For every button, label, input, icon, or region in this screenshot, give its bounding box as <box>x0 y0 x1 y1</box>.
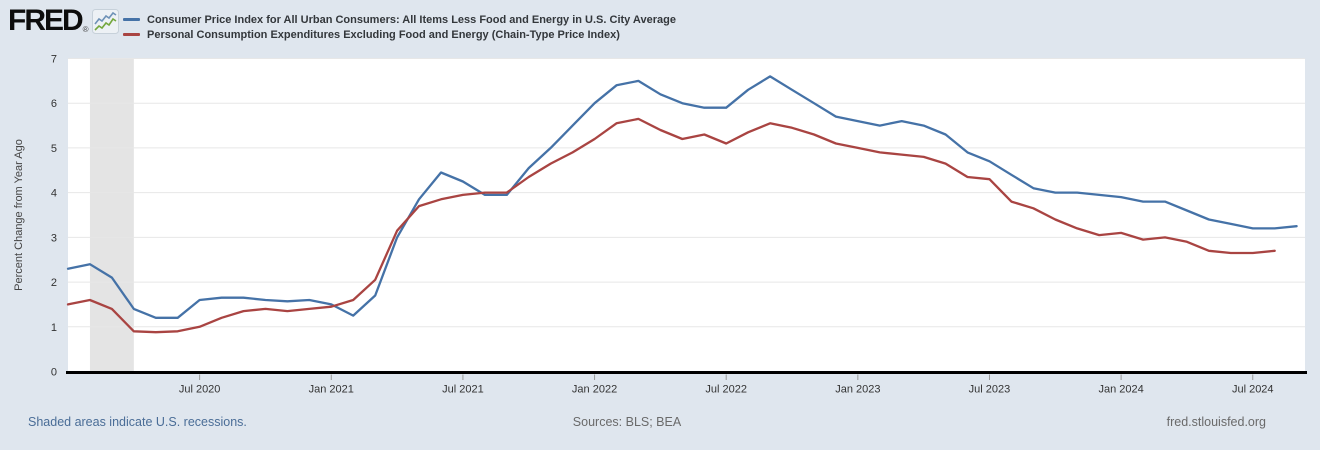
y-axis-title: Percent Change from Year Ago <box>13 139 25 291</box>
legend-item-pce: Personal Consumption Expenditures Exclud… <box>123 27 676 42</box>
x-tick-label: Jul 2023 <box>969 384 1011 396</box>
chart-legend: Consumer Price Index for All Urban Consu… <box>123 12 676 42</box>
fred-logo[interactable]: FRED ® <box>8 3 119 39</box>
fred-site-link[interactable]: fred.stlouisfed.org <box>1166 415 1266 429</box>
cpi-line-swatch <box>123 18 140 21</box>
x-tick-label: Jan 2024 <box>1098 384 1143 396</box>
x-tick-label: Jan 2021 <box>309 384 354 396</box>
x-tick-label: Jul 2021 <box>442 384 484 396</box>
y-tick-label: 3 <box>51 232 57 244</box>
y-tick-label: 0 <box>51 367 57 379</box>
x-tick-label: Jan 2023 <box>835 384 880 396</box>
y-tick-label: 6 <box>51 98 57 110</box>
y-tick-label: 7 <box>51 54 57 66</box>
fred-sparkline-icon <box>91 8 119 34</box>
fred-logo-text: FRED <box>8 4 84 37</box>
registered-trademark: ® <box>82 25 89 34</box>
pce-core-line[interactable] <box>66 117 1276 334</box>
y-tick-label: 4 <box>51 188 57 200</box>
cpi-legend-label: Consumer Price Index for All Urban Consu… <box>147 13 676 26</box>
recession-shaded-area <box>89 58 134 372</box>
pce-legend-label: Personal Consumption Expenditures Exclud… <box>147 28 620 41</box>
x-tick-label: Jul 2022 <box>705 384 747 396</box>
recession-note: Shaded areas indicate U.S. recessions. <box>28 415 247 429</box>
plot-background[interactable] <box>68 58 1305 372</box>
y-tick-label: 2 <box>51 277 57 289</box>
cpi-core-line[interactable] <box>66 75 1298 319</box>
pce-line-swatch <box>123 33 140 36</box>
x-tick-label: Jul 2020 <box>179 384 221 396</box>
x-tick-label: Jul 2024 <box>1232 384 1274 396</box>
chart-footer: Shaded areas indicate U.S. recessions. S… <box>0 415 1320 435</box>
y-tick-label: 1 <box>51 322 57 334</box>
y-tick-label: 5 <box>51 143 57 155</box>
sources-note: Sources: BLS; BEA <box>572 415 682 429</box>
x-tick-label: Jan 2022 <box>572 384 617 396</box>
legend-item-cpi: Consumer Price Index for All Urban Consu… <box>123 12 676 27</box>
